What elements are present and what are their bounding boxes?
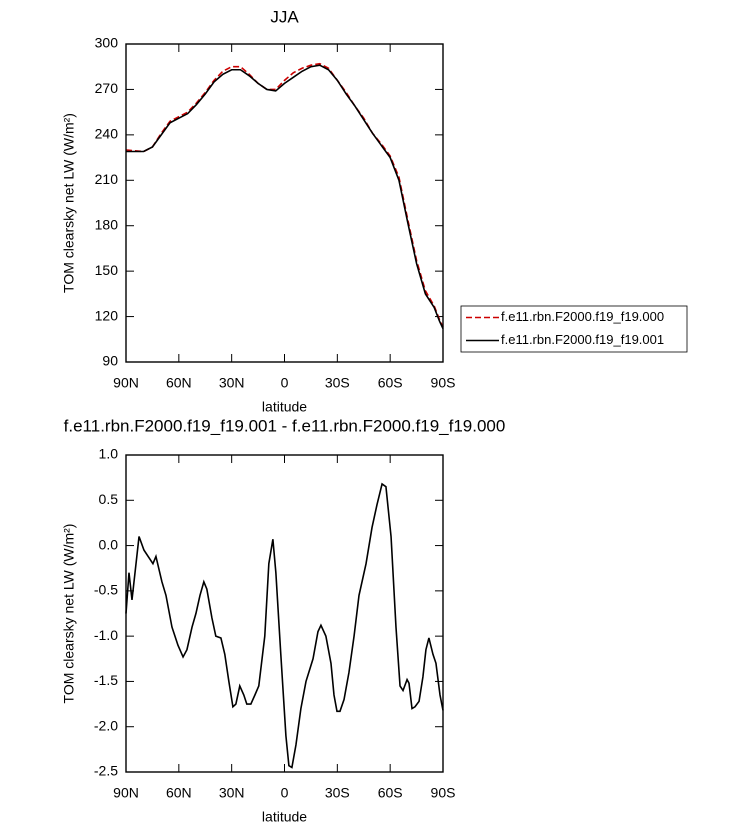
x-tick-label: 30N xyxy=(219,785,245,801)
x-tick-label: 90N xyxy=(113,375,139,391)
x-tick-label: 30S xyxy=(325,375,350,391)
y-tick-label: 90 xyxy=(102,353,118,369)
x-tick-label: 30N xyxy=(219,375,245,391)
y-tick-label: -2.0 xyxy=(94,717,118,733)
y-tick-label: -2.5 xyxy=(94,763,118,779)
x-tick-label: 90S xyxy=(431,785,456,801)
legend-label: f.e11.rbn.F2000.f19_f19.000 xyxy=(501,309,664,324)
chart-title: f.e11.rbn.F2000.f19_f19.001 - f.e11.rbn.… xyxy=(64,416,506,435)
legend-label: f.e11.rbn.F2000.f19_f19.001 xyxy=(501,332,664,347)
y-tick-label: -1.0 xyxy=(94,627,118,643)
x-axis-label: latitude xyxy=(262,809,307,825)
x-tick-label: 90N xyxy=(113,785,139,801)
x-tick-label: 90S xyxy=(431,375,456,391)
y-axis-label: TOM clearsky net LW (W/m²) xyxy=(61,113,77,293)
data-line xyxy=(125,482,444,769)
y-tick-label: -1.5 xyxy=(94,672,118,688)
y-tick-label: 150 xyxy=(95,262,119,278)
x-tick-label: 0 xyxy=(281,375,289,391)
y-tick-label: 120 xyxy=(95,307,119,323)
x-tick-label: 60S xyxy=(378,375,403,391)
plot-frame xyxy=(125,454,444,773)
x-tick-label: 30S xyxy=(325,785,350,801)
x-tick-label: 60N xyxy=(166,375,192,391)
x-tick-label: 60S xyxy=(378,785,403,801)
x-tick-label: 0 xyxy=(281,785,289,801)
y-tick-label: 300 xyxy=(95,35,119,51)
y-tick-label: 240 xyxy=(95,126,119,142)
y-tick-label: 0.0 xyxy=(99,536,119,552)
chart-title: JJA xyxy=(270,7,299,26)
y-axis-label: TOM clearsky net LW (W/m²) xyxy=(61,524,77,704)
x-axis-label: latitude xyxy=(262,399,307,415)
y-tick-label: 0.5 xyxy=(99,491,119,507)
data-line xyxy=(125,62,444,328)
y-tick-label: 270 xyxy=(95,80,119,96)
data-line xyxy=(126,64,444,330)
x-tick-label: 60N xyxy=(166,785,192,801)
plot-frame xyxy=(125,43,444,363)
y-tick-label: 210 xyxy=(95,171,119,187)
y-tick-label: 1.0 xyxy=(99,446,119,462)
y-tick-label: 180 xyxy=(95,216,119,232)
legend-box xyxy=(460,305,688,353)
y-tick-label: -0.5 xyxy=(94,582,118,598)
